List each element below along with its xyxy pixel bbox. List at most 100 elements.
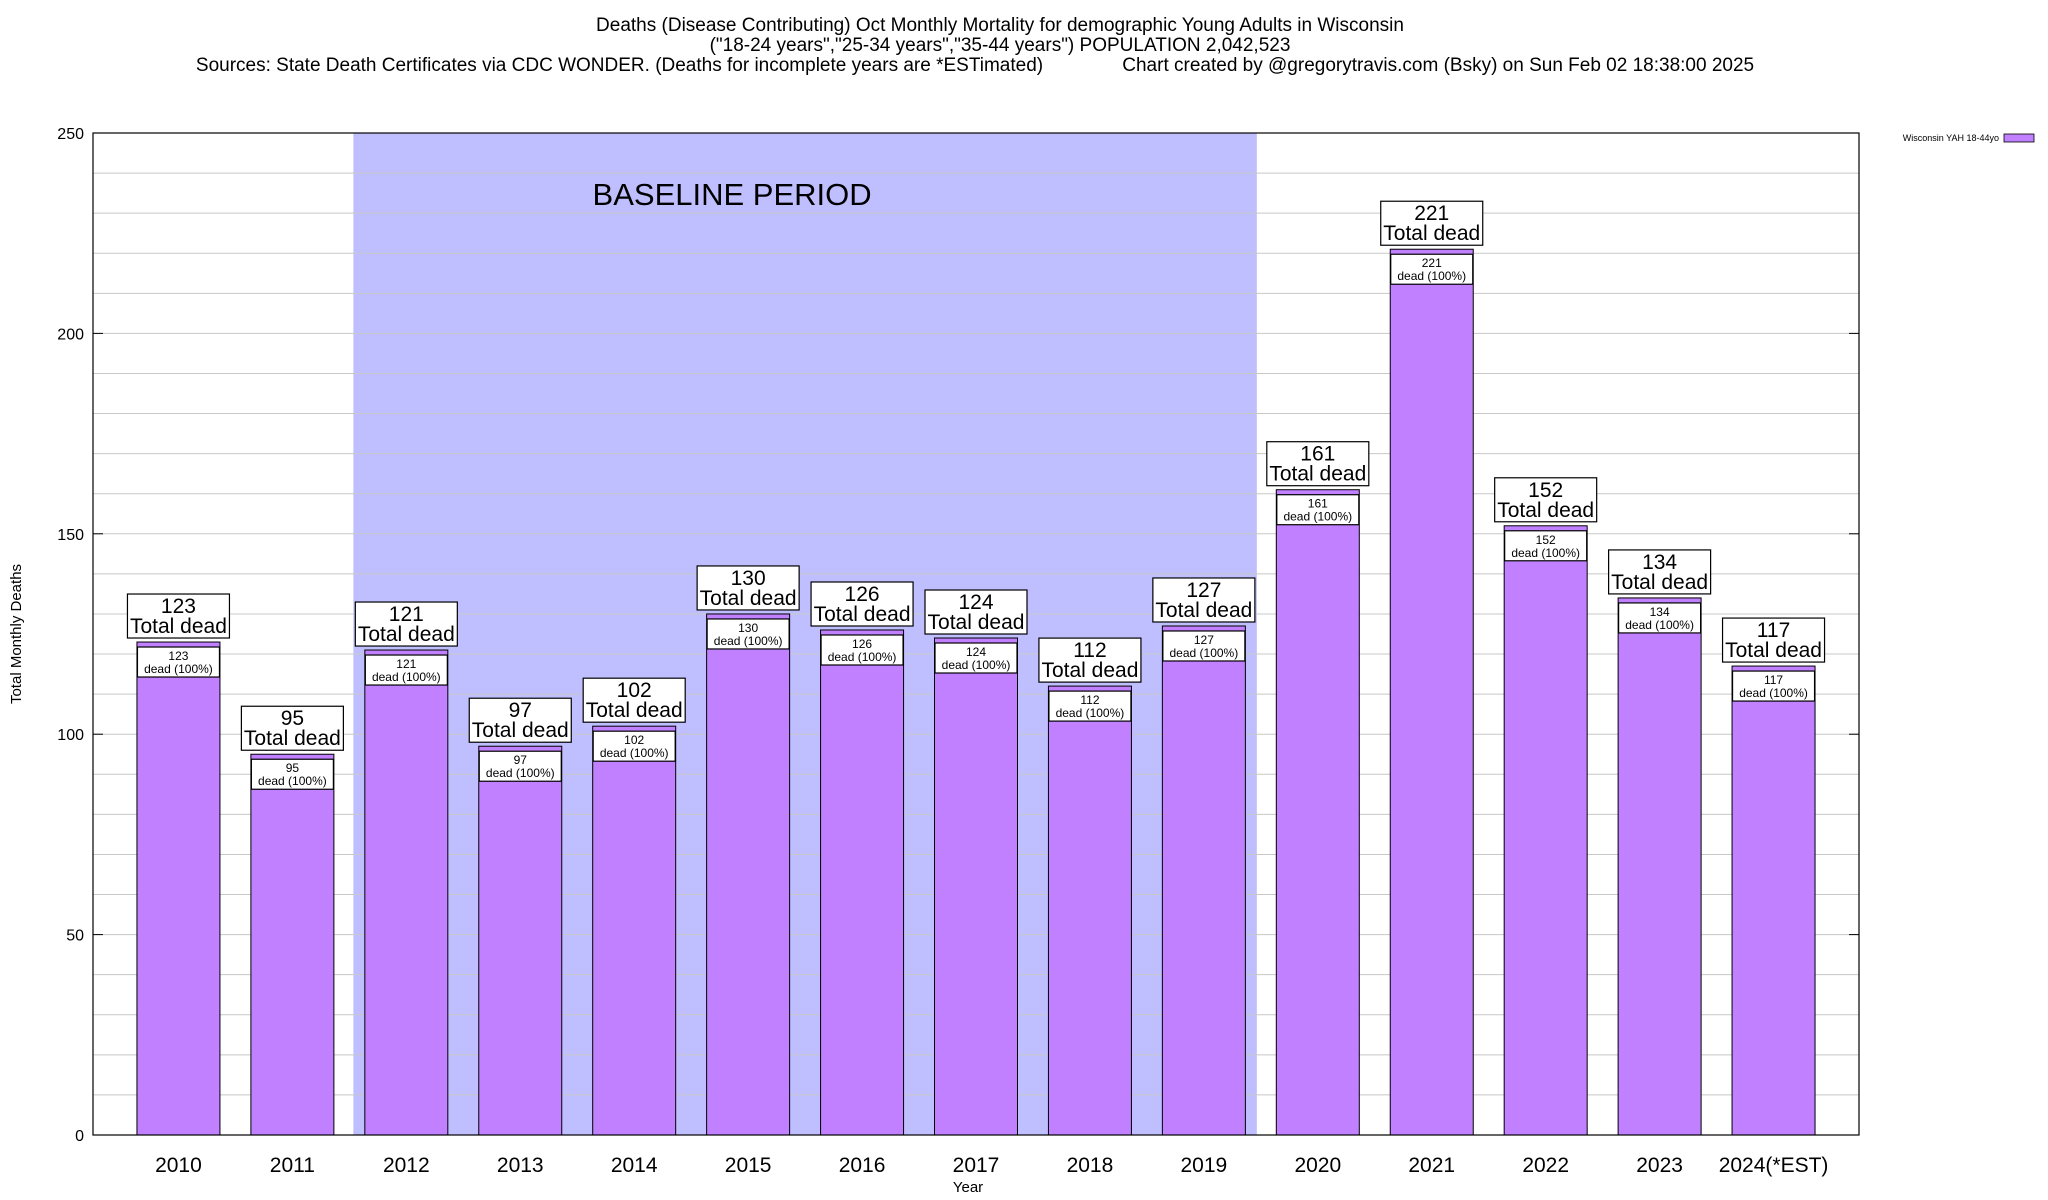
top-label-box — [1038, 637, 1142, 683]
bar — [1617, 597, 1702, 1136]
inner-label-text: dead (100%) — [486, 766, 555, 780]
x-tick-label: 2014 — [611, 1154, 658, 1177]
top-label-text: Total dead — [472, 719, 569, 742]
top-label-box — [1380, 200, 1484, 246]
bar — [820, 629, 905, 1136]
legend-label: Wisconsin YAH 18-44yo — [1903, 133, 1999, 143]
bar — [1161, 625, 1246, 1136]
y-tick-label: 0 — [75, 1128, 84, 1145]
top-label-box — [810, 581, 914, 627]
inner-label-text: dead (100%) — [828, 650, 897, 664]
x-tick-label: 2018 — [1067, 1154, 1114, 1177]
x-tick-label: 2016 — [839, 1154, 886, 1177]
x-tick-label: 2012 — [383, 1154, 430, 1177]
top-label-text: Total dead — [1497, 499, 1594, 522]
inner-label-box — [1276, 494, 1360, 526]
top-label-value: 112 — [1073, 639, 1106, 662]
plot-frame — [92, 132, 1860, 1136]
inner-label-text: dead (100%) — [1625, 618, 1694, 632]
legend-swatch — [2003, 133, 2035, 143]
bar — [478, 745, 563, 1136]
x-tick-label: 2011 — [270, 1154, 315, 1177]
x-tick-label: 2024(*EST) — [1719, 1154, 1829, 1177]
top-label-value: 124 — [958, 591, 993, 614]
inner-label-text: dead (100%) — [942, 658, 1011, 672]
inner-label-text: dead (100%) — [600, 746, 669, 760]
top-label-text: Total dead — [358, 623, 455, 646]
bar — [1047, 685, 1132, 1136]
inner-label-text: dead (100%) — [1739, 686, 1808, 700]
x-tick-label: 2019 — [1181, 1154, 1228, 1177]
title-line-3: Sources: State Death Certificates via CD… — [196, 55, 1754, 76]
inner-label-value: 134 — [1650, 605, 1670, 619]
top-label-box — [1494, 477, 1598, 523]
inner-label-text: dead (100%) — [144, 662, 213, 676]
top-label-text: Total dead — [586, 699, 683, 722]
x-axis-label: Year — [953, 1179, 983, 1196]
top-label-value: 102 — [617, 679, 652, 702]
x-tick-label: 2023 — [1636, 1154, 1683, 1177]
top-label-text: Total dead — [1725, 639, 1822, 662]
inner-label-value: 102 — [624, 733, 644, 747]
inner-label-box — [934, 642, 1018, 674]
top-label-value: 121 — [389, 603, 424, 626]
inner-label-value: 112 — [1080, 693, 1099, 707]
inner-label-box — [478, 750, 562, 782]
top-label-value: 134 — [1642, 551, 1677, 574]
top-label-text: Total dead — [1155, 599, 1252, 622]
top-label-box — [696, 565, 800, 611]
top-label-text: Total dead — [1611, 571, 1708, 594]
bar — [250, 753, 335, 1136]
bar — [1389, 248, 1474, 1136]
top-label-text: Total dead — [1041, 659, 1138, 682]
bar — [706, 613, 791, 1136]
top-label-value: 117 — [1757, 619, 1790, 642]
top-label-box — [1721, 617, 1826, 663]
y-axis-label: Total Monthly Deaths — [8, 564, 25, 704]
inner-label-box — [1048, 690, 1132, 722]
x-tick-label: 2015 — [725, 1154, 772, 1177]
bar — [364, 649, 449, 1136]
inner-label-box — [706, 618, 790, 650]
inner-label-value: 97 — [514, 753, 528, 767]
top-label-box — [1152, 577, 1256, 623]
top-label-value: 126 — [845, 583, 880, 606]
top-label-text: Total dead — [700, 587, 797, 610]
bar — [1275, 489, 1360, 1136]
y-tick-label: 200 — [57, 326, 84, 343]
top-label-value: 152 — [1528, 479, 1563, 502]
inner-label-value: 117 — [1764, 673, 1783, 687]
inner-label-value: 95 — [286, 761, 300, 775]
inner-label-text: dead (100%) — [1283, 510, 1352, 524]
inner-label-box — [592, 730, 676, 762]
inner-label-value: 221 — [1422, 256, 1442, 270]
top-label-text: Total dead — [244, 727, 341, 750]
bar — [1503, 525, 1588, 1136]
top-label-box — [354, 601, 458, 647]
inner-label-text: dead (100%) — [372, 670, 441, 684]
x-tick-label: 2021 — [1408, 1154, 1455, 1177]
y-tick-label: 250 — [57, 126, 84, 143]
inner-label-box — [1504, 530, 1588, 562]
top-label-value: 221 — [1414, 202, 1449, 225]
baseline-period-label: BASELINE PERIOD — [593, 177, 872, 212]
inner-label-text: dead (100%) — [714, 634, 783, 648]
legend: Wisconsin YAH 18-44yo — [1903, 133, 2035, 143]
inner-label-text: dead (100%) — [1056, 706, 1125, 720]
top-label-box — [582, 677, 686, 723]
inner-label-value: 126 — [852, 637, 872, 651]
bar — [136, 641, 221, 1136]
bar — [1731, 665, 1816, 1136]
top-label-box — [1608, 549, 1712, 595]
inner-label-value: 124 — [966, 645, 986, 659]
bar — [592, 725, 677, 1136]
inner-label-value: 123 — [168, 649, 188, 663]
inner-label-box — [820, 634, 904, 666]
inner-label-value: 130 — [738, 621, 758, 635]
top-label-text: Total dead — [928, 611, 1025, 634]
top-label-value: 161 — [1300, 443, 1335, 466]
inner-label-text: dead (100%) — [1170, 646, 1239, 660]
title-line-2: ("18-24 years","25-34 years","35-44 year… — [710, 35, 1291, 56]
top-label-value: 123 — [161, 595, 196, 618]
